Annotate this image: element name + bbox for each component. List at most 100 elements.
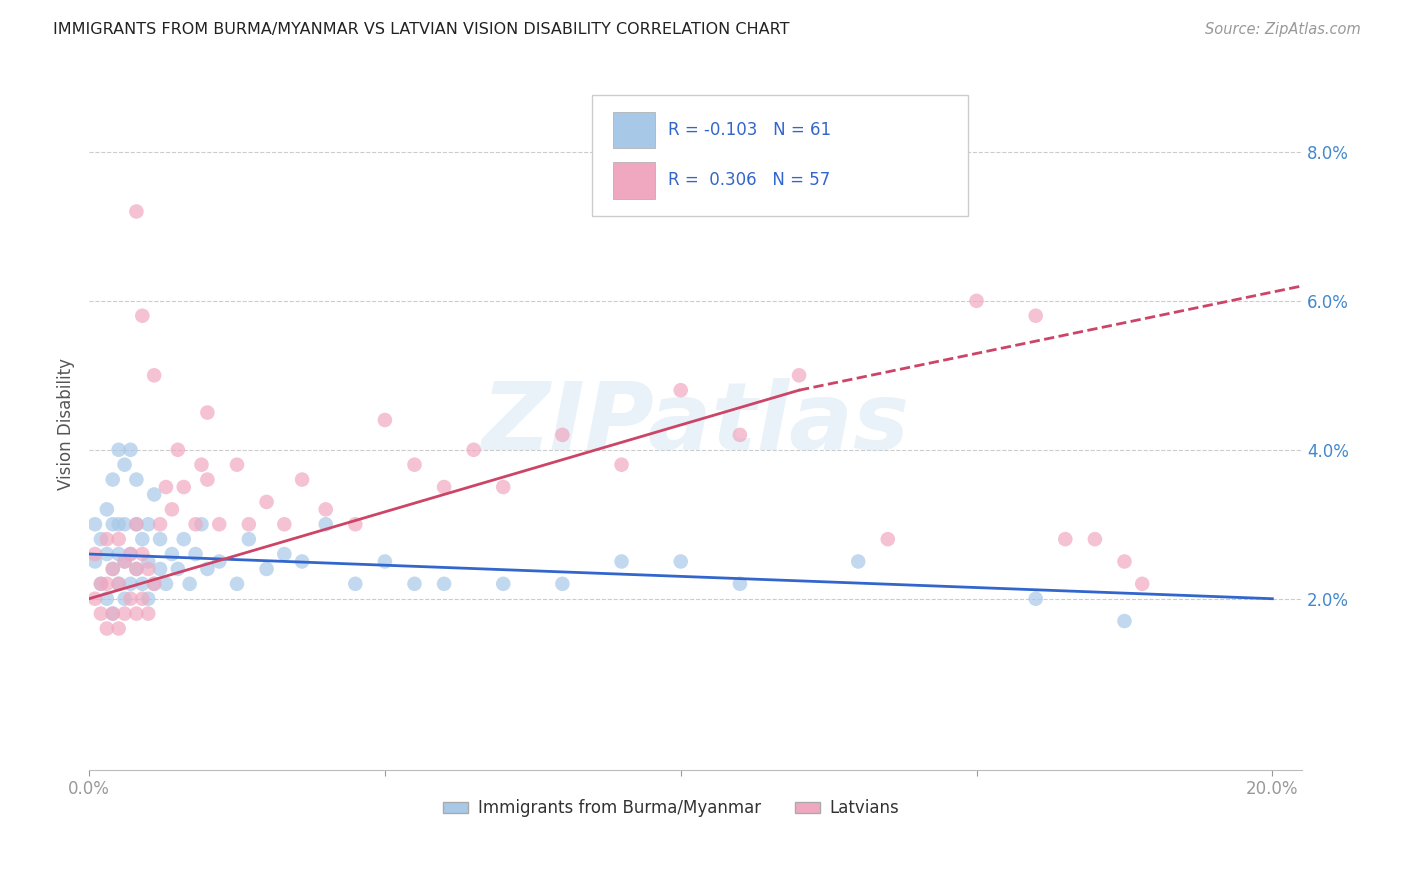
Point xyxy=(120,547,142,561)
Bar xyxy=(613,162,655,199)
Legend: Immigrants from Burma/Myanmar, Latvians: Immigrants from Burma/Myanmar, Latvians xyxy=(436,793,905,824)
Point xyxy=(256,495,278,509)
Point xyxy=(107,547,129,561)
Point xyxy=(492,480,515,494)
Point xyxy=(143,368,166,383)
Y-axis label: Vision Disability: Vision Disability xyxy=(58,358,75,490)
Point xyxy=(125,517,148,532)
Point xyxy=(125,204,148,219)
Point xyxy=(160,547,183,561)
Point xyxy=(96,591,118,606)
Point xyxy=(966,293,988,308)
Point xyxy=(190,458,212,472)
Point xyxy=(433,577,456,591)
Text: ZIPatlas: ZIPatlas xyxy=(481,377,910,470)
Point xyxy=(1054,532,1077,546)
Point xyxy=(1114,554,1136,568)
Point xyxy=(226,577,249,591)
Point xyxy=(1084,532,1107,546)
Point xyxy=(136,607,159,621)
Point xyxy=(344,517,367,532)
Point xyxy=(166,562,188,576)
Point xyxy=(197,405,219,419)
Point xyxy=(226,458,249,472)
Point xyxy=(114,607,136,621)
Point xyxy=(125,517,148,532)
Point xyxy=(101,562,124,576)
Point xyxy=(463,442,485,457)
Point xyxy=(101,562,124,576)
Point xyxy=(90,532,112,546)
Point xyxy=(787,368,810,383)
Point xyxy=(256,562,278,576)
Point xyxy=(551,428,574,442)
Point xyxy=(107,532,129,546)
Point xyxy=(273,547,295,561)
Point xyxy=(96,622,118,636)
Point xyxy=(136,562,159,576)
Point xyxy=(273,517,295,532)
Point xyxy=(107,517,129,532)
Point xyxy=(125,562,148,576)
Point xyxy=(120,442,142,457)
Point xyxy=(149,562,172,576)
Point xyxy=(433,480,456,494)
Text: R = -0.103   N = 61: R = -0.103 N = 61 xyxy=(668,121,831,139)
Point xyxy=(114,554,136,568)
Point xyxy=(149,532,172,546)
Point xyxy=(291,554,314,568)
Point xyxy=(492,577,515,591)
Point xyxy=(404,458,426,472)
Point xyxy=(190,517,212,532)
Point xyxy=(96,547,118,561)
Point xyxy=(107,577,129,591)
Point xyxy=(131,547,153,561)
Point xyxy=(291,473,314,487)
Point xyxy=(131,532,153,546)
Point xyxy=(90,577,112,591)
Point xyxy=(344,577,367,591)
Point xyxy=(96,532,118,546)
Point xyxy=(143,487,166,501)
Point xyxy=(197,562,219,576)
Point xyxy=(669,554,692,568)
Point xyxy=(84,591,107,606)
Point xyxy=(876,532,898,546)
Point xyxy=(315,517,337,532)
Point xyxy=(315,502,337,516)
Point xyxy=(84,547,107,561)
Point xyxy=(120,577,142,591)
Point xyxy=(107,622,129,636)
Point xyxy=(1025,309,1047,323)
Point xyxy=(107,442,129,457)
Point xyxy=(84,554,107,568)
Point xyxy=(197,473,219,487)
Point xyxy=(160,502,183,516)
Point xyxy=(610,554,633,568)
Point xyxy=(131,577,153,591)
Point xyxy=(114,554,136,568)
Point xyxy=(136,517,159,532)
Point xyxy=(728,428,751,442)
Point xyxy=(90,607,112,621)
Point xyxy=(179,577,201,591)
Point xyxy=(96,577,118,591)
Point xyxy=(238,532,260,546)
Point xyxy=(96,502,118,516)
Point xyxy=(166,442,188,457)
Text: R =  0.306   N = 57: R = 0.306 N = 57 xyxy=(668,171,830,189)
Point xyxy=(208,554,231,568)
Point xyxy=(101,607,124,621)
Point xyxy=(125,562,148,576)
Point xyxy=(728,577,751,591)
Point xyxy=(155,577,177,591)
Point xyxy=(173,480,195,494)
Point xyxy=(173,532,195,546)
Point xyxy=(669,383,692,397)
Point xyxy=(84,517,107,532)
Point xyxy=(208,517,231,532)
Point xyxy=(114,458,136,472)
Point xyxy=(1025,591,1047,606)
Point xyxy=(125,607,148,621)
Point xyxy=(101,517,124,532)
